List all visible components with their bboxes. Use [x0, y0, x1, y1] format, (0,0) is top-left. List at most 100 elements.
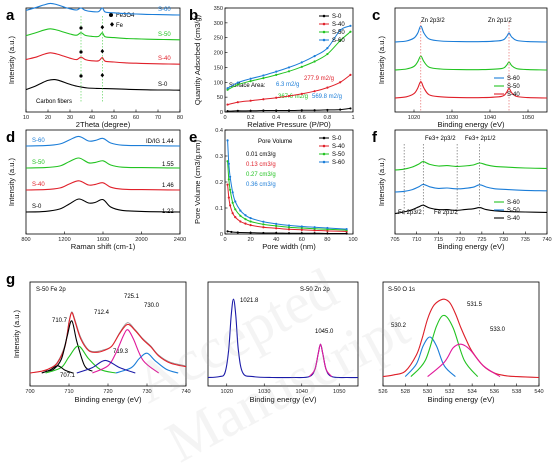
data-point-S-40 [262, 98, 265, 101]
frame-f [394, 129, 548, 235]
y-tick-label: 0.4 [215, 128, 223, 134]
x-tick-label: 30 [67, 115, 73, 121]
data-point-S-60 [244, 214, 247, 217]
xlabel-f: Binding energy (eV) [437, 242, 505, 251]
data-point-S-0 [262, 109, 265, 112]
legend-marker-S-60 [322, 160, 326, 164]
series-line-710.7 [45, 320, 93, 372]
panel-label-f: f [372, 129, 378, 146]
data-point-S-40 [236, 101, 239, 104]
data-point-S-0 [349, 107, 352, 110]
y-tick-label: 0 [220, 232, 223, 238]
x-tick-label: 1030 [446, 115, 458, 121]
series-line-S-60 [394, 161, 548, 171]
x-tick-label: 0.6 [298, 115, 306, 121]
fe3o4-marker [79, 26, 83, 30]
data-point-S-60 [262, 74, 265, 77]
data-point-S-0 [313, 232, 316, 235]
legend-marker-S-40 [322, 22, 326, 26]
data-point-S-50 [313, 60, 316, 63]
series-line-S-0 [25, 79, 181, 91]
xlabel-g2: Binding energy (eV) [249, 395, 317, 404]
legend-marker-fe3o4 [109, 13, 113, 17]
data-point-S-40 [300, 228, 303, 231]
series-label-S-60: S-60 [32, 138, 45, 144]
panel-label-d: d [6, 129, 15, 146]
legend-label-S-50: S-50 [507, 84, 520, 90]
data-point-S-60 [227, 162, 230, 165]
data-point-S-50 [313, 227, 316, 230]
x-tick-label: 800 [21, 237, 30, 243]
series-line-S-50 Zn 2p [207, 298, 359, 379]
data-point-S-50 [229, 188, 232, 191]
legend-label-S-40: S-40 [332, 22, 345, 28]
legend-marker-S-60 [322, 38, 326, 42]
peak-label-zn2p12-c: Zn 2p1/2 [488, 18, 512, 24]
series-line-S-60 [25, 135, 181, 147]
data-point-S-0 [230, 230, 233, 234]
series-label-S-50: S-50 [32, 160, 45, 166]
series-line-707.1 [41, 365, 74, 374]
data-point-S-50 [339, 39, 342, 42]
frame-b [224, 7, 354, 113]
x-tick-label: 20 [45, 115, 51, 121]
data-point-S-0 [262, 231, 265, 235]
data-point-S-50 [300, 65, 303, 68]
pore-volume-s0: 0.01 cm3/g [246, 152, 276, 158]
data-point-S-60 [275, 222, 278, 225]
data-point-S-60 [234, 200, 237, 203]
legend-label-S-40: S-40 [332, 144, 345, 150]
x-tick-label: 720 [103, 389, 112, 395]
x-tick-label: 700 [25, 389, 34, 395]
x-tick-label: 60 [299, 237, 305, 243]
panel-label-g: g [6, 271, 15, 288]
x-tick-label: 1030 [258, 389, 270, 395]
data-point-S-40 [227, 196, 230, 199]
xlabel-a: 2Theta (degree) [76, 120, 131, 129]
data-point-S-40 [262, 226, 265, 229]
data-point-S-40 [313, 229, 316, 232]
data-point-S-40 [226, 183, 229, 186]
series-line-719.3 [76, 359, 136, 374]
xlabel-b: Relative Pressure (P/P0) [247, 120, 331, 129]
series-label-S-0: S-0 [158, 82, 168, 88]
title-g1: S-50 Fe 2p [36, 287, 66, 293]
x-tick-label: 1200 [58, 237, 70, 243]
data-point-S-60 [229, 175, 232, 178]
series-line-S-60 [394, 25, 548, 43]
series-line-S-40 [25, 52, 181, 65]
data-point-S-60 [313, 226, 316, 229]
fe3o4-marker [79, 50, 83, 54]
series-label-S-40: S-40 [32, 182, 45, 188]
data-point-S-50 [262, 223, 265, 226]
xlabel-c: Binding energy (eV) [437, 120, 505, 129]
ratio-s40: 1.46 [162, 183, 174, 189]
series-line-S-50 [394, 183, 548, 193]
x-tick-label: 1040 [484, 115, 496, 121]
data-point-S-40 [275, 96, 278, 99]
x-tick-label: 70 [155, 115, 161, 121]
data-point-S-50 [349, 30, 352, 33]
data-point-S-40 [249, 99, 252, 102]
data-point-S-40 [239, 220, 242, 223]
frame-g2 [207, 281, 359, 387]
ylabel-g1: Intensity (a.u.) [12, 309, 21, 358]
peak-label-712-4: 712.4 [94, 310, 110, 316]
data-point-S-0 [275, 231, 278, 235]
xlabel-g3: Binding energy (eV) [427, 395, 495, 404]
ylabel-f: Intensity (a.u.) [377, 157, 386, 206]
legend-label-fe: Fe [116, 23, 124, 29]
surface-area-s40: 277.9 m2/g [304, 76, 334, 82]
data-point-S-60 [239, 209, 242, 212]
data-point-S-60 [231, 191, 234, 194]
pore-volume-label: Pore Volume [258, 139, 293, 145]
series-line-531.5 [410, 314, 479, 377]
series-line-fit-2p1/2 [308, 343, 333, 377]
pore-volume-s50: 0.27 cm3/g [246, 172, 276, 178]
series-label-S-60: S-60 [158, 7, 171, 13]
data-point-S-0 [339, 108, 342, 111]
data-point-S-60 [349, 24, 352, 27]
peak-label-zn2p32-c: Zn 2p3/2 [421, 18, 445, 24]
y-tick-label: 0.1 [215, 206, 223, 212]
